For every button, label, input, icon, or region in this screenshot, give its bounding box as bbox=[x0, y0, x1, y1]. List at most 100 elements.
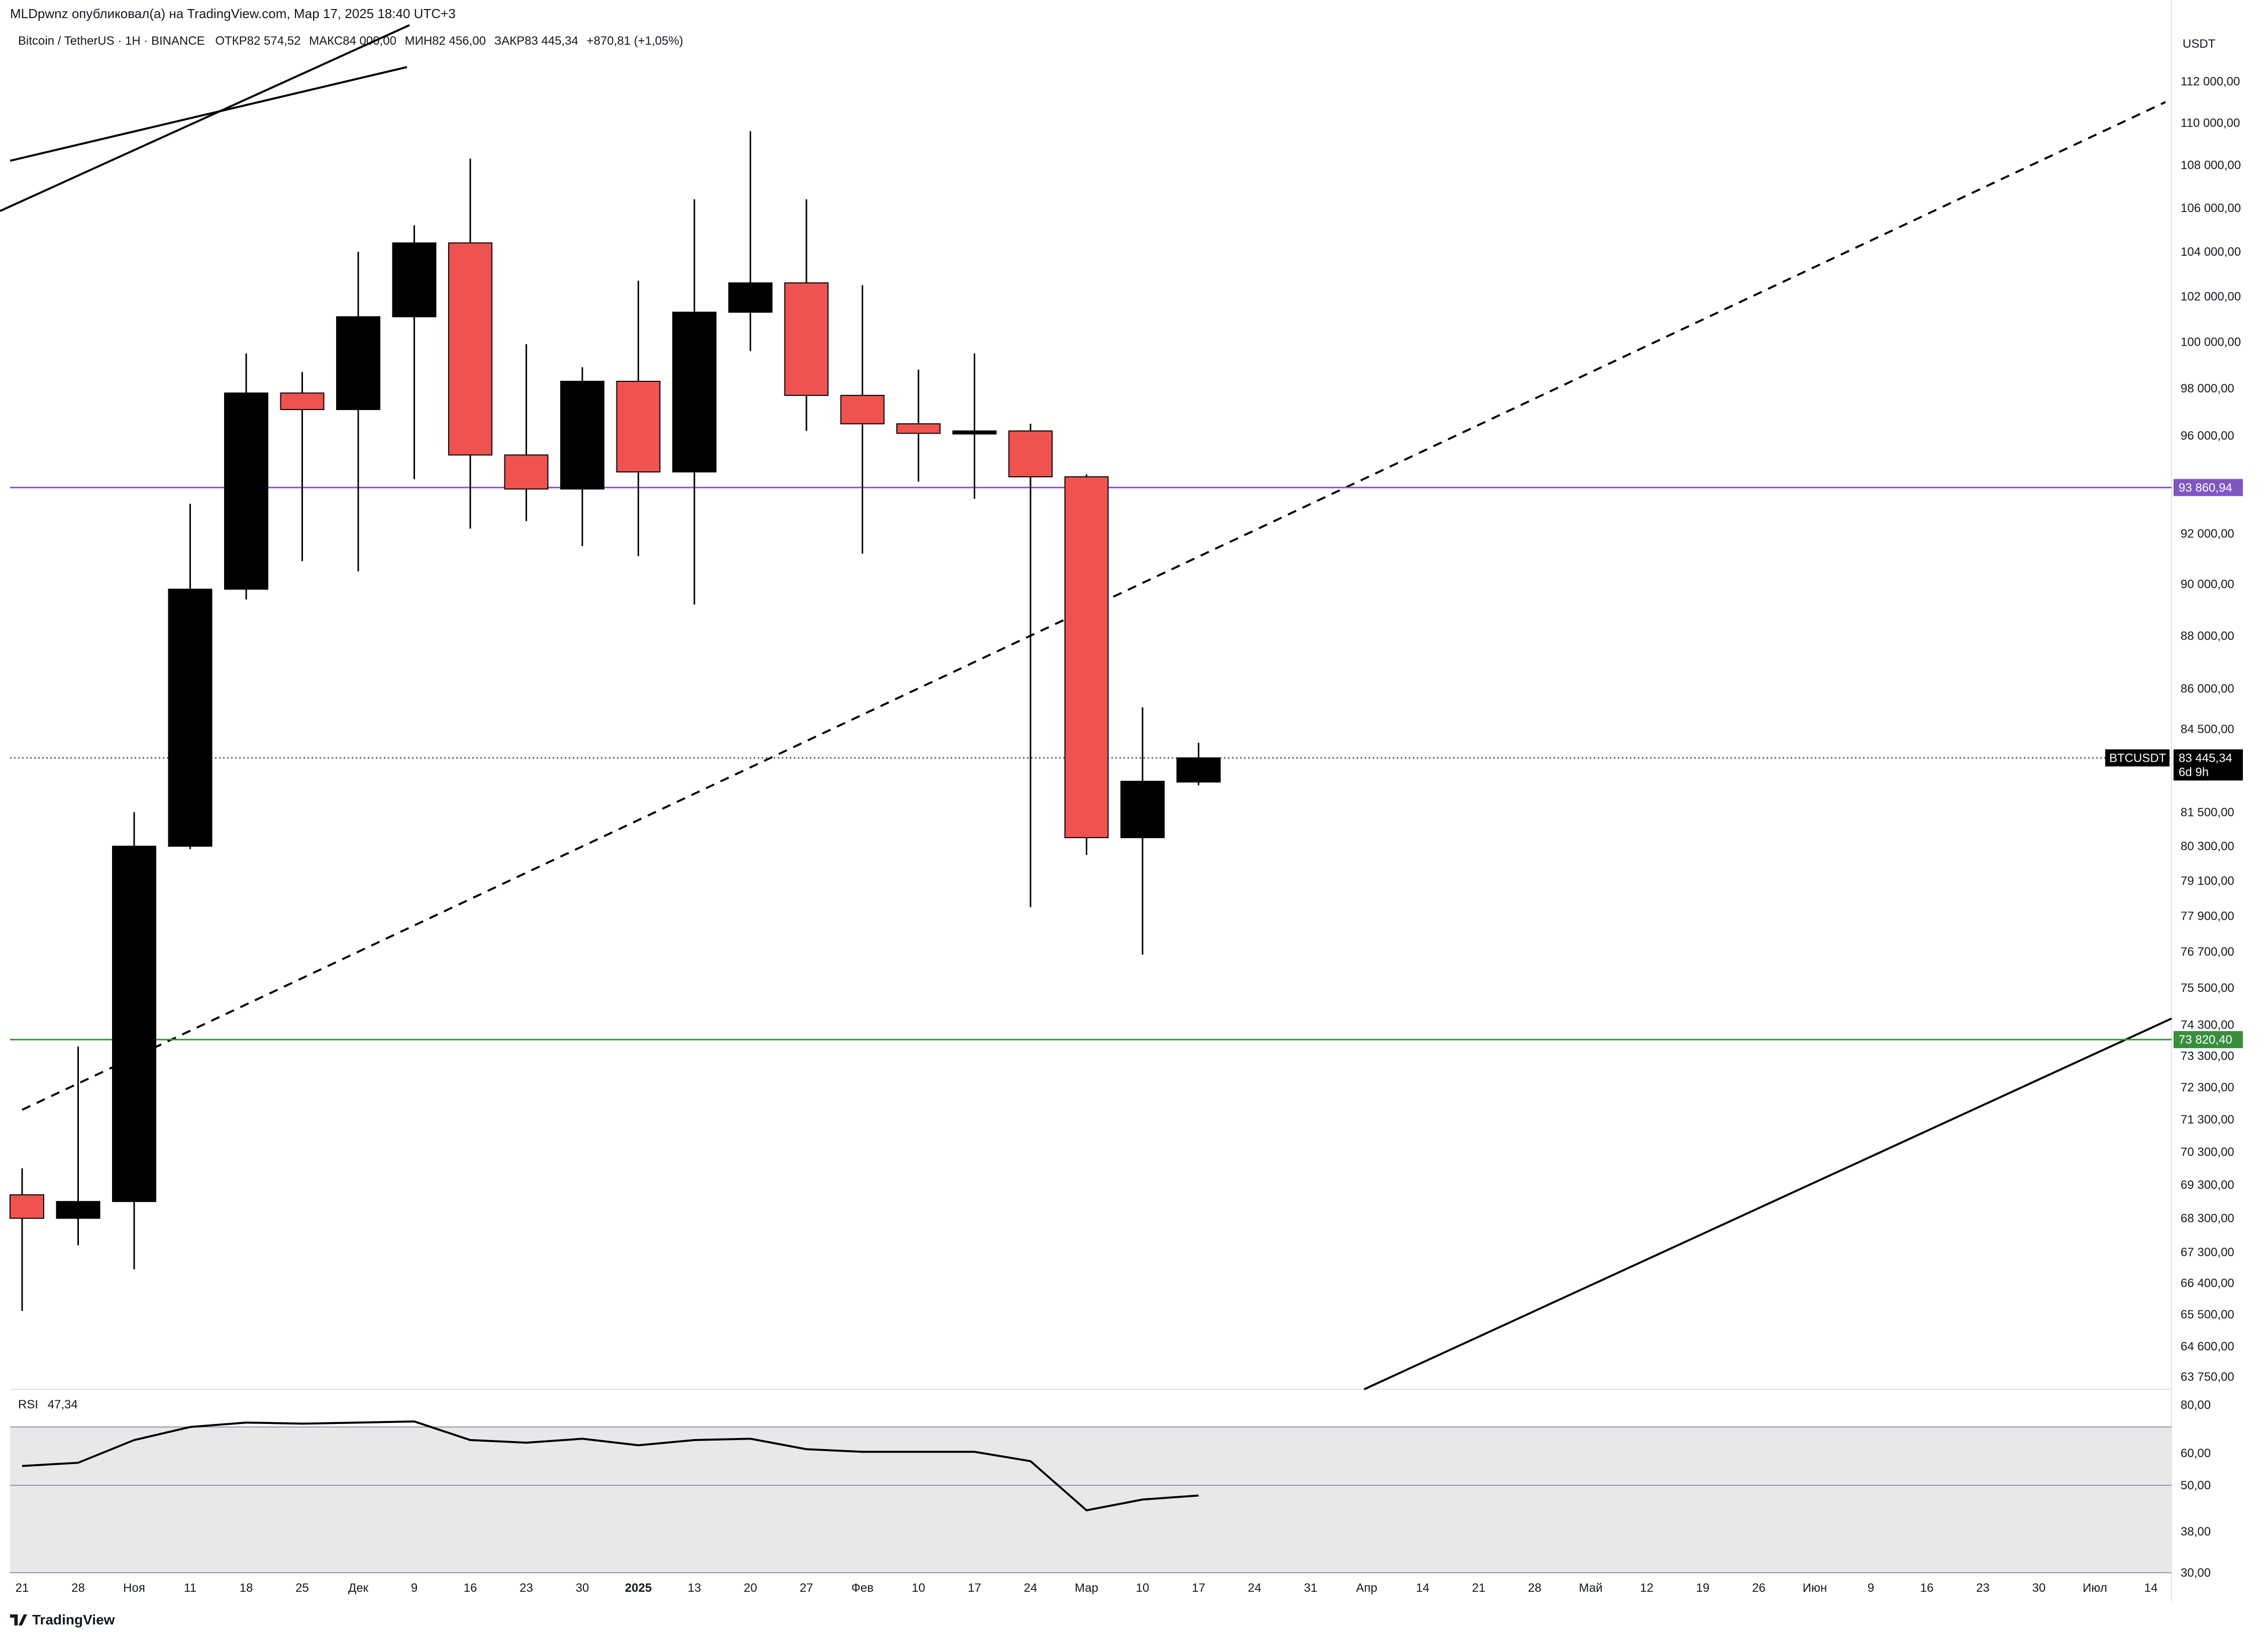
candle-body bbox=[1008, 430, 1053, 477]
candle bbox=[392, 225, 437, 479]
time-tick-label: Дек bbox=[348, 1581, 369, 1595]
price-tick-label: 66 400,00 bbox=[2181, 1277, 2234, 1290]
time-tick-label: 16 bbox=[1920, 1581, 1934, 1595]
price-tick-label: 63 750,00 bbox=[2181, 1370, 2234, 1384]
green-price-badge-text: 73 820,40 bbox=[2179, 1033, 2232, 1047]
purple-price-badge bbox=[2174, 479, 2243, 496]
time-tick-label: 9 bbox=[411, 1581, 418, 1595]
current-price-badge bbox=[2174, 749, 2243, 781]
price-tick-label: 112 000,00 bbox=[2181, 75, 2240, 88]
time-tick-label: 27 bbox=[800, 1581, 813, 1595]
time-tick-label: 31 bbox=[1304, 1581, 1317, 1595]
price-tick-label: 73 300,00 bbox=[2181, 1049, 2234, 1063]
candle bbox=[10, 1168, 44, 1311]
price-tick-label: 108 000,00 bbox=[2181, 158, 2241, 172]
rsi-tick-label: 50,00 bbox=[2181, 1479, 2211, 1492]
price-tick-label: 90 000,00 bbox=[2181, 577, 2234, 591]
price-tick-label: 75 500,00 bbox=[2181, 981, 2234, 995]
price-tick-label: 67 300,00 bbox=[2181, 1246, 2234, 1259]
price-tick-label: 74 300,00 bbox=[2181, 1018, 2234, 1032]
candle-body bbox=[896, 423, 941, 434]
time-tick-label: 25 bbox=[295, 1581, 309, 1595]
rsi-tick-label: 60,00 bbox=[2181, 1447, 2211, 1460]
price-tick-label: 100 000,00 bbox=[2181, 335, 2241, 349]
candle-body bbox=[616, 380, 661, 473]
candle-body bbox=[168, 588, 213, 847]
published-header: MLDpwnz опубликовал(а) на TradingView.co… bbox=[10, 6, 456, 21]
candle bbox=[1064, 474, 1109, 855]
candle bbox=[336, 252, 380, 572]
countdown-text: 6d 9h bbox=[2179, 765, 2209, 779]
chart-legend: Bitcoin / TetherUS · 1Н · BINANCE ОТКР82… bbox=[18, 34, 688, 48]
candle bbox=[448, 158, 492, 529]
rsi-label[interactable]: RSI bbox=[18, 1398, 39, 1411]
time-tick-label: 19 bbox=[1696, 1581, 1710, 1595]
time-tick-label: 24 bbox=[1248, 1581, 1262, 1595]
price-tick-label: 102 000,00 bbox=[2181, 290, 2241, 303]
upper-channel-line bbox=[10, 66, 407, 162]
time-tick-label: Апр bbox=[1356, 1581, 1377, 1595]
rsi-tick-label: 30,00 bbox=[2181, 1566, 2211, 1580]
price-tick-label: 68 300,00 bbox=[2181, 1212, 2234, 1226]
candle-body bbox=[448, 242, 492, 456]
time-tick-label: 21 bbox=[1472, 1581, 1486, 1595]
price-tick-label: 110 000,00 bbox=[2181, 116, 2240, 130]
rsi-tick-label: 80,00 bbox=[2181, 1398, 2211, 1412]
rsi-legend: RSI 47,34 bbox=[18, 1398, 84, 1412]
candle bbox=[224, 353, 268, 600]
rsi-tick-label: 38,00 bbox=[2181, 1525, 2211, 1539]
price-tick-label: 86 000,00 bbox=[2181, 682, 2234, 695]
current-price-text: 83 445,34 bbox=[2179, 751, 2232, 765]
candle-body bbox=[336, 316, 380, 411]
price-tick-label: 84 500,00 bbox=[2181, 723, 2234, 736]
candle bbox=[1008, 424, 1053, 907]
tradingview-logo[interactable]: TradingView bbox=[10, 1612, 115, 1628]
price-tick-label: 79 100,00 bbox=[2181, 874, 2234, 888]
purple-price-badge-text: 93 860,94 bbox=[2179, 481, 2232, 494]
price-tick-label: 81 500,00 bbox=[2181, 805, 2234, 819]
time-tick-label: 13 bbox=[688, 1581, 701, 1595]
price-tick-label: 71 300,00 bbox=[2181, 1113, 2234, 1127]
symbol-label[interactable]: Bitcoin / TetherUS · 1Н · BINANCE bbox=[18, 34, 205, 48]
price-tick-label: 77 900,00 bbox=[2181, 909, 2234, 923]
time-tick-label: 30 bbox=[2032, 1581, 2046, 1595]
candle bbox=[560, 367, 604, 546]
mid-channel-dashed-line bbox=[22, 101, 2166, 1111]
time-tick-label: Мар bbox=[1075, 1581, 1098, 1595]
price-axis-unit[interactable]: USDT bbox=[2183, 37, 2216, 51]
candle-body bbox=[112, 846, 156, 1202]
time-tick-label: 9 bbox=[1868, 1581, 1874, 1595]
time-tick-label: 18 bbox=[240, 1581, 253, 1595]
time-tick-label: 28 bbox=[71, 1581, 85, 1595]
time-tick-label: 14 bbox=[1416, 1581, 1429, 1595]
price-tick-label: 76 700,00 bbox=[2181, 945, 2234, 959]
time-tick-label: 11 bbox=[184, 1581, 196, 1595]
candle-body bbox=[224, 392, 268, 590]
candle-body bbox=[952, 430, 997, 435]
time-tick-label: 10 bbox=[912, 1581, 925, 1595]
candle-body bbox=[1120, 780, 1165, 839]
tradingview-logo-icon bbox=[10, 1614, 27, 1625]
time-tick-label: 23 bbox=[520, 1581, 533, 1595]
footer-brand: TradingView bbox=[32, 1612, 115, 1627]
time-tick-label: 24 bbox=[1024, 1581, 1038, 1595]
price-tick-label: 69 300,00 bbox=[2181, 1178, 2234, 1192]
time-tick-label: Ноя bbox=[123, 1581, 145, 1595]
time-tick-label: 21 bbox=[16, 1581, 29, 1595]
candle-body bbox=[840, 394, 885, 425]
green-price-badge bbox=[2174, 1031, 2243, 1049]
price-tick-label: 92 000,00 bbox=[2181, 527, 2234, 541]
candle bbox=[952, 353, 997, 499]
candle-body bbox=[10, 1194, 44, 1219]
price-tick-label: 88 000,00 bbox=[2181, 629, 2234, 643]
candle bbox=[56, 1046, 100, 1246]
rsi-value: 47,34 bbox=[47, 1398, 78, 1411]
time-tick-label: 2025 bbox=[625, 1581, 652, 1595]
legend-low: МИН82 456,00 bbox=[404, 34, 486, 48]
price-tick-label: 70 300,00 bbox=[2181, 1146, 2234, 1159]
time-tick-label: 14 bbox=[2144, 1581, 2158, 1595]
candle-body bbox=[1064, 476, 1109, 839]
time-tick-label: 28 bbox=[1528, 1581, 1541, 1595]
candle-body bbox=[728, 282, 773, 313]
